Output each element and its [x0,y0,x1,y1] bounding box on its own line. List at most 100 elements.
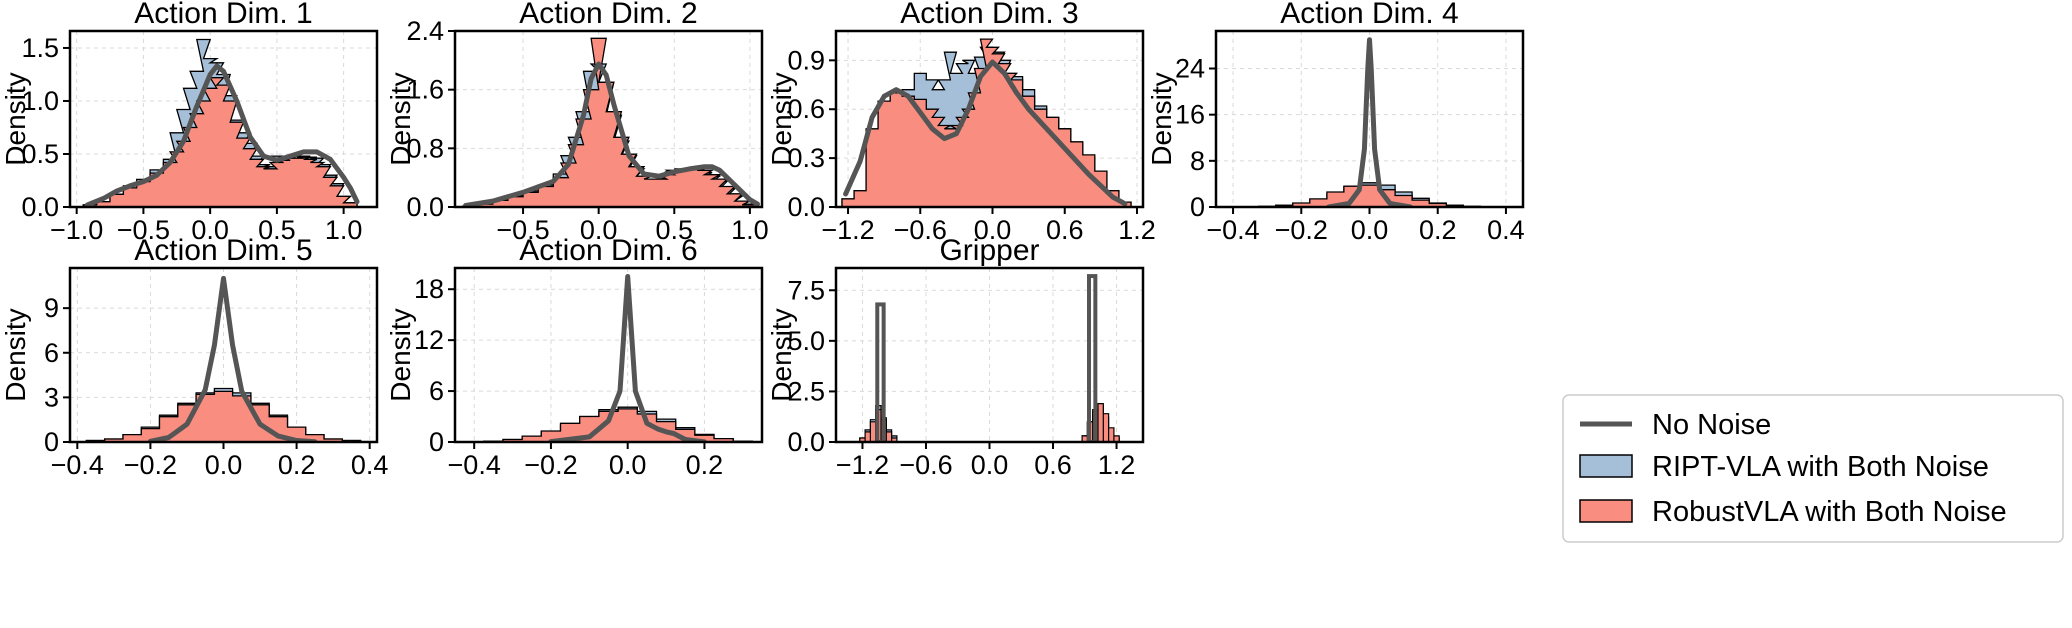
x-tick-label: 0.2 [1419,215,1457,245]
y-tick-label: 1.5 [21,33,59,63]
x-tick-label: 0.5 [656,215,694,245]
y-tick-label: 2.5 [787,376,825,406]
y-axis-label: Density [766,308,797,401]
axes-frame [68,29,379,209]
panel-action-dim-4: −0.4 −0.2 0.0 0.2 0.4 0 8 16 24 Action Dim. 4 Dens… [1146,0,1525,245]
x-tick-label: 1.0 [731,215,769,245]
y-axis-label: Density [385,308,416,401]
robust-histogram [841,38,1132,207]
y-tick-label: 16 [1175,100,1205,130]
legend-ript-swatch [1579,454,1633,478]
panel-action-dim-2: −0.5 0.0 0.5 1.0 0.0 0.8 1.6 2.4 Action Dim. 2 De… [385,0,769,245]
x-tick-label: −0.2 [524,450,577,480]
y-tick-label: 5.0 [787,326,825,356]
axes-frame [834,29,1145,209]
no-noise-curve [1326,37,1413,207]
plot-area [461,37,760,207]
y-tick-label: 0.5 [21,139,59,169]
plot-area [841,38,1132,207]
x-tick-label: −0.6 [899,450,952,480]
x-tick-label: 0.2 [686,450,724,480]
y-axis-label: Density [766,72,797,165]
x-tick-label: 0.0 [609,450,647,480]
x-tick-label: −0.4 [51,450,104,480]
no-noise-bin [1087,274,1098,442]
y-tick-label: 0.8 [406,133,444,163]
no-noise-curve [84,63,360,207]
panel-title: Action Dim. 5 [134,234,312,267]
x-tick-label: −0.5 [117,215,170,245]
y-tick-label: 0 [429,427,444,457]
panel-action-dim-1: −1.0 −0.5 0.0 0.5 1.0 0.0 0.5 1.0 1.5 Action Dim.… [0,0,379,245]
robust-histogram [461,37,759,207]
y-axis-label: Density [0,72,31,165]
x-tick-label: −1.0 [50,215,103,245]
robust-histogram [483,408,754,442]
panel-title: Action Dim. 3 [900,0,1078,30]
y-tick-label: 24 [1175,54,1205,84]
x-tick-label: 0.0 [191,215,229,245]
x-tick-label: 1.2 [1098,450,1136,480]
legend: No Noise RIPT-VLA with Both Noise Robust… [1562,394,2064,543]
y-tick-label: 0.0 [406,192,444,222]
panel-title: Action Dim. 6 [519,234,697,267]
x-tick-label: 0.5 [258,215,296,245]
y-tick-label: 0 [1190,192,1205,222]
legend-robust-label: RobustVLA with Both Noise [1652,496,2007,528]
axes-frame [453,266,764,444]
panel-title: Gripper [939,234,1039,267]
x-tick-label: 1.0 [325,215,363,245]
robust-histogram [1257,184,1482,207]
panel-title: Action Dim. 2 [519,0,697,30]
x-tick-label: −0.6 [894,215,947,245]
y-tick-label: 0.0 [21,192,59,222]
plot-area [82,38,360,207]
plot-area [483,274,754,442]
panel-action-dim-5: −0.4 −0.2 0.0 0.2 0.4 0 3 6 9 Action Dim. 5 Densit… [0,234,388,480]
y-tick-label: 12 [414,325,444,355]
y-tick-label: 0.3 [787,143,825,173]
x-tick-label: 0.0 [974,215,1012,245]
y-tick-label: 3 [44,382,59,412]
axes-frame [453,29,764,209]
no-noise-curve [147,275,318,442]
y-tick-label: 18 [414,274,444,304]
plot-area [859,274,1120,442]
y-tick-label: 1.6 [406,75,444,105]
robust-histogram [85,390,362,442]
panel-gripper: −1.2 −0.6 0.0 0.6 1.2 0.0 2.5 5.0 7.5 Gripper Dens… [766,234,1145,480]
panel-action-dim-6: −0.4 −0.2 0.0 0.2 0 6 12 18 Action Dim. 6 Density [385,234,764,480]
no-noise-curve [463,61,760,207]
y-tick-label: 0.0 [787,192,825,222]
x-tick-label: 0.4 [1487,215,1525,245]
x-tick-label: 0.6 [1046,215,1084,245]
x-tick-label: −1.2 [836,450,889,480]
y-tick-label: 9 [44,293,59,323]
x-tick-label: 0.2 [278,450,316,480]
y-tick-label: 6 [429,376,444,406]
x-tick-label: 0.0 [1351,215,1389,245]
y-tick-label: 0.6 [787,94,825,124]
x-tick-label: −0.5 [496,215,549,245]
y-tick-label: 0.9 [787,45,825,75]
y-tick-label: 0.0 [787,427,825,457]
y-tick-label: 6 [44,338,59,368]
x-tick-label: −0.4 [1206,215,1259,245]
legend-ript-label: RIPT-VLA with Both Noise [1652,451,1989,483]
y-tick-label: 2.4 [406,16,444,46]
x-tick-label: −1.2 [821,215,874,245]
no-noise-bin [875,302,886,442]
plot-area [85,275,362,442]
y-axis-label: Density [0,308,31,401]
panel-title: Action Dim. 1 [134,0,312,30]
x-tick-label: 0.0 [971,450,1009,480]
x-tick-label: 0.0 [205,450,243,480]
y-tick-label: 1.0 [21,86,59,116]
y-tick-label: 7.5 [787,275,825,305]
x-tick-label: 1.2 [1118,215,1156,245]
x-tick-label: −0.4 [448,450,501,480]
y-axis-label: Density [1146,72,1177,165]
x-tick-label: −0.2 [1275,215,1328,245]
x-tick-label: −0.2 [124,450,177,480]
